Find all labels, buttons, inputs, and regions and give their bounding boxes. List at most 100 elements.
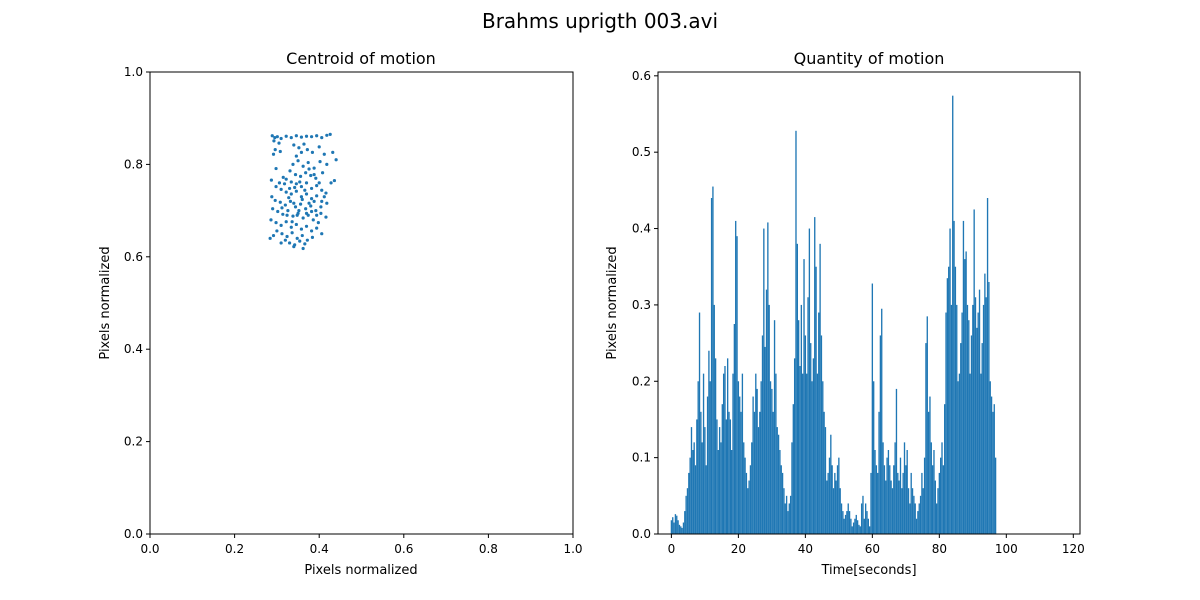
- bar: [792, 404, 794, 534]
- bar: [823, 411, 825, 534]
- bar: [910, 472, 912, 534]
- bar: [889, 465, 891, 534]
- scatter-point: [271, 207, 275, 211]
- scatter-point: [301, 216, 305, 220]
- scatter-point: [293, 205, 298, 209]
- scatter-point: [289, 192, 293, 196]
- bar: [994, 457, 997, 534]
- scatter-point: [307, 201, 311, 205]
- scatter-point: [315, 134, 319, 138]
- bar: [808, 228, 811, 534]
- bar: [803, 259, 805, 534]
- scatter-point: [309, 135, 314, 139]
- scatter-point: [268, 236, 272, 240]
- bar: [969, 373, 971, 534]
- scatter-point: [294, 154, 298, 158]
- bar: [670, 520, 673, 534]
- scatter-point: [315, 213, 319, 217]
- bar-y-label: Pixels normalized: [605, 246, 620, 359]
- scatter-x-label: Pixels normalized: [304, 563, 417, 578]
- scatter-point: [274, 184, 278, 189]
- scatter-point: [317, 145, 321, 149]
- bar: [689, 457, 691, 534]
- bar: [771, 388, 773, 534]
- bar: [832, 488, 835, 534]
- scatter-point: [304, 192, 309, 196]
- bar: [776, 427, 778, 534]
- bar: [855, 514, 857, 534]
- bar: [799, 366, 801, 534]
- scatter-point: [272, 139, 276, 143]
- bar: [726, 358, 729, 534]
- bar-x-tick-label: 20: [731, 542, 746, 556]
- scatter-point: [293, 172, 298, 177]
- scatter-point: [300, 233, 304, 238]
- bar: [985, 297, 987, 534]
- scatter-point: [304, 211, 309, 215]
- scatter-point: [298, 174, 303, 179]
- scatter-point: [334, 158, 338, 162]
- bar: [844, 514, 847, 534]
- bar: [681, 527, 683, 534]
- bar: [816, 373, 819, 534]
- bar: [810, 343, 812, 534]
- scatter-point: [281, 212, 285, 216]
- scatter-point: [289, 136, 293, 140]
- bar: [768, 304, 770, 534]
- scatter-point: [295, 236, 299, 240]
- scatter-point: [307, 167, 311, 171]
- scatter-point: [309, 209, 314, 214]
- scatter-x-axis: 0.0 0.2 0.4 0.6 0.8 1.0: [140, 534, 583, 556]
- bar: [956, 304, 958, 534]
- bar-y-tick-label: 0.2: [632, 374, 651, 388]
- scatter-point: [304, 171, 308, 175]
- bar: [800, 304, 803, 534]
- scatter-point: [271, 233, 276, 238]
- scatter-point: [298, 202, 303, 206]
- bar: [970, 335, 973, 534]
- scatter-point: [278, 149, 282, 154]
- bar: [710, 198, 713, 534]
- bar: [974, 297, 977, 534]
- bar: [685, 495, 687, 534]
- bar: [721, 404, 723, 534]
- bar: [914, 503, 916, 534]
- bar: [684, 511, 686, 534]
- bar: [824, 427, 827, 534]
- scatter-point: [276, 209, 280, 214]
- bar: [793, 358, 796, 534]
- bar: [874, 450, 876, 534]
- bar: [952, 95, 954, 534]
- scatter-point: [284, 220, 288, 224]
- scatter-point: [279, 187, 283, 191]
- bar: [836, 465, 839, 534]
- scatter-point: [302, 142, 306, 146]
- bar: [863, 518, 865, 534]
- bar: [875, 465, 878, 534]
- scatter-point: [297, 209, 301, 213]
- scatter-point: [288, 199, 293, 203]
- bar: [905, 465, 907, 534]
- bar: [992, 411, 994, 534]
- bar: [765, 289, 768, 534]
- bar: [763, 228, 765, 534]
- bar: [873, 381, 875, 534]
- bar: [877, 472, 879, 534]
- scatter-point: [294, 189, 298, 193]
- scatter-point: [320, 136, 324, 140]
- scatter-point: [315, 194, 319, 198]
- bar: [740, 411, 742, 534]
- bar: [846, 511, 848, 534]
- scatter-point: [298, 239, 302, 243]
- bar: [940, 457, 942, 534]
- scatter-point: [274, 166, 278, 171]
- bar: [820, 335, 823, 534]
- bar-plot-frame: [657, 71, 1081, 535]
- bar: [749, 465, 752, 534]
- bar: [860, 503, 863, 534]
- bar: [822, 381, 824, 534]
- bar: [948, 266, 950, 534]
- bar: [732, 373, 734, 534]
- bar-y-tick-label: 0.0: [632, 527, 651, 541]
- scatter-point: [279, 241, 283, 245]
